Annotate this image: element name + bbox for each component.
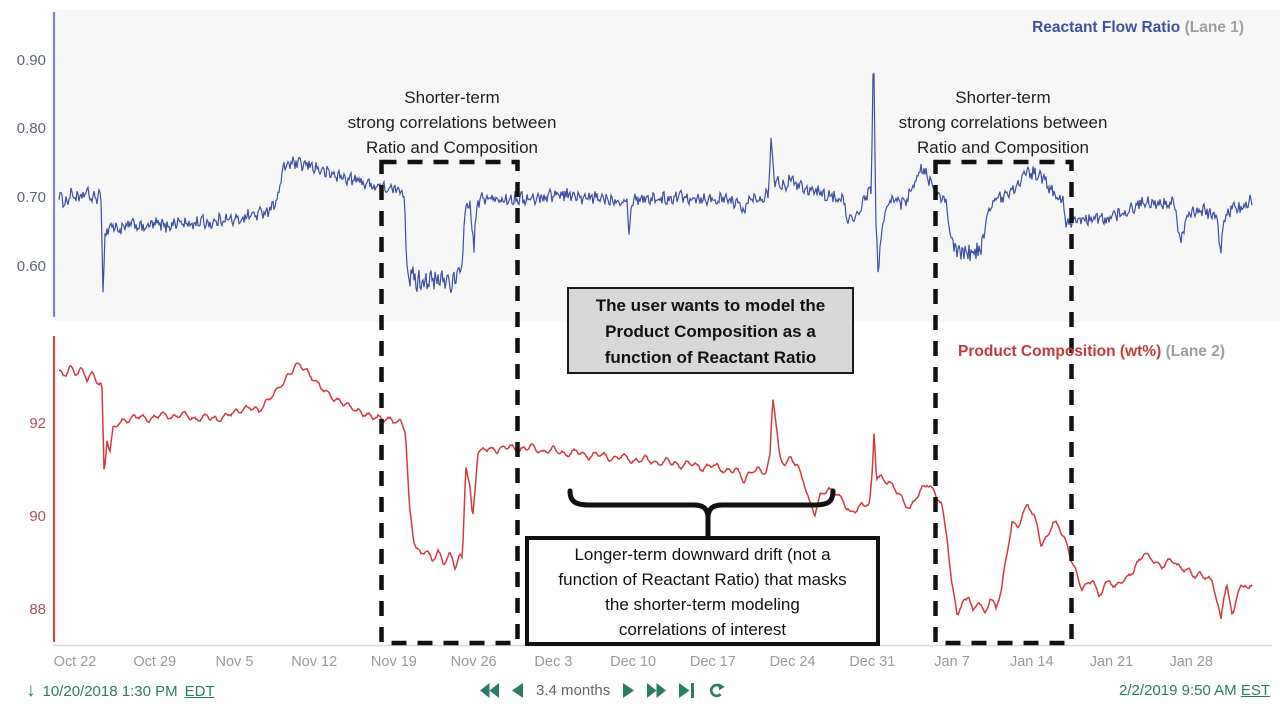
x-axis-label: Jan 7 [934, 654, 970, 670]
lane1-title: Reactant Flow Ratio (Lane 1) [1032, 19, 1244, 37]
x-axis-label: Nov 5 [215, 654, 254, 670]
x-axis-label: Nov 12 [291, 654, 338, 670]
note-line: Shorter-term [955, 88, 1051, 107]
x-axis-label: Dec 17 [689, 654, 736, 670]
note-line: function of Reactant Ratio [604, 348, 817, 367]
y-axis-label-lane2: 88 [29, 601, 46, 618]
note-line: strong correlations between [898, 113, 1108, 132]
range-end-time[interactable]: 2/2/2019 9:50 AM [1119, 682, 1237, 699]
x-axis-label: Oct 29 [133, 654, 177, 670]
x-axis-label: Nov 19 [370, 654, 417, 670]
x-axis-label: Oct 22 [53, 654, 97, 670]
y-axis-label-lane1: 0.70 [16, 189, 46, 206]
note-line: Shorter-term [404, 88, 500, 107]
series-layer [58, 72, 1253, 619]
note-line: Ratio and Composition [366, 138, 538, 157]
note-line: Ratio and Composition [917, 138, 1089, 157]
lane1-series-name: Reactant Flow Ratio [1032, 19, 1181, 36]
x-axis-label: Dec 3 [534, 654, 573, 670]
note-line: Longer-term downward drift (not a [574, 545, 831, 564]
step-forward-icon[interactable] [623, 683, 635, 698]
model-note-box: The user wants to model the Product Comp… [567, 287, 854, 374]
fast-backward-icon[interactable] [480, 683, 499, 698]
note-line: Product Composition as a [605, 322, 816, 341]
highlight-box-right [933, 159, 1074, 646]
range-end-timezone[interactable]: EST [1240, 682, 1270, 699]
series-lane2 [58, 362, 1253, 619]
shorter-term-note-left: Shorter-term strong correlations between… [322, 85, 582, 160]
lane1-background [55, 10, 1280, 322]
range-start[interactable]: ↓ 10/20/2018 1:30 PM EDT [26, 680, 215, 701]
x-axis-label: Dec 31 [849, 654, 896, 670]
time-toolbar: ↓ 10/20/2018 1:30 PM EDT 3.4 months [0, 680, 1280, 710]
y-axis-label-lane2: 92 [29, 415, 46, 432]
note-line: correlations of interest [618, 620, 787, 639]
series-lane1 [58, 72, 1253, 293]
note-line: function of Reactant Ratio) that masks [558, 570, 847, 589]
x-axis-label: Jan 14 [1009, 654, 1054, 670]
range-end[interactable]: 2/2/2019 9:50 AM EST [1119, 682, 1270, 699]
lane2-title: Product Composition (wt%) (Lane 2) [958, 343, 1225, 361]
lane2-tag: (Lane 2) [1165, 343, 1225, 360]
highlight-box-left [379, 159, 520, 646]
x-axis-label: Dec 24 [769, 654, 816, 670]
x-axis-label: Jan 21 [1089, 654, 1134, 670]
lane2-series-name: Product Composition (wt%) [958, 343, 1162, 360]
lane1-tag: (Lane 1) [1184, 19, 1244, 36]
drift-note-box: Longer-term downward drift (not a functi… [525, 536, 880, 646]
down-arrow-icon: ↓ [26, 680, 36, 701]
y-axis-label-lane1: 0.90 [16, 51, 46, 69]
note-line: The user wants to model the [595, 296, 826, 315]
range-start-time[interactable]: 10/20/2018 1:30 PM [42, 682, 178, 700]
x-axis-label: Jan 28 [1169, 654, 1213, 670]
annotation-shapes [379, 159, 1074, 646]
range-start-timezone[interactable]: EDT [184, 682, 215, 700]
y-axis-label-lane1: 0.80 [16, 120, 46, 138]
playback-controls: 3.4 months [480, 682, 726, 699]
x-axis-label: Dec 10 [610, 654, 657, 670]
note-line: the shorter-term modeling [605, 595, 800, 614]
range-duration[interactable]: 3.4 months [536, 682, 611, 699]
fast-forward-icon[interactable] [647, 683, 667, 698]
x-axis-label: Nov 26 [450, 654, 497, 670]
y-axis-label-lane1: 0.60 [16, 257, 46, 275]
y-axis-label-lane2: 90 [29, 508, 46, 525]
brace-shape [567, 488, 836, 517]
skip-to-end-icon[interactable] [679, 683, 695, 698]
step-backward-icon[interactable] [512, 683, 523, 698]
refresh-icon[interactable] [707, 682, 726, 699]
note-line: strong correlations between [347, 113, 557, 132]
shorter-term-note-right: Shorter-term strong correlations between… [873, 85, 1133, 160]
